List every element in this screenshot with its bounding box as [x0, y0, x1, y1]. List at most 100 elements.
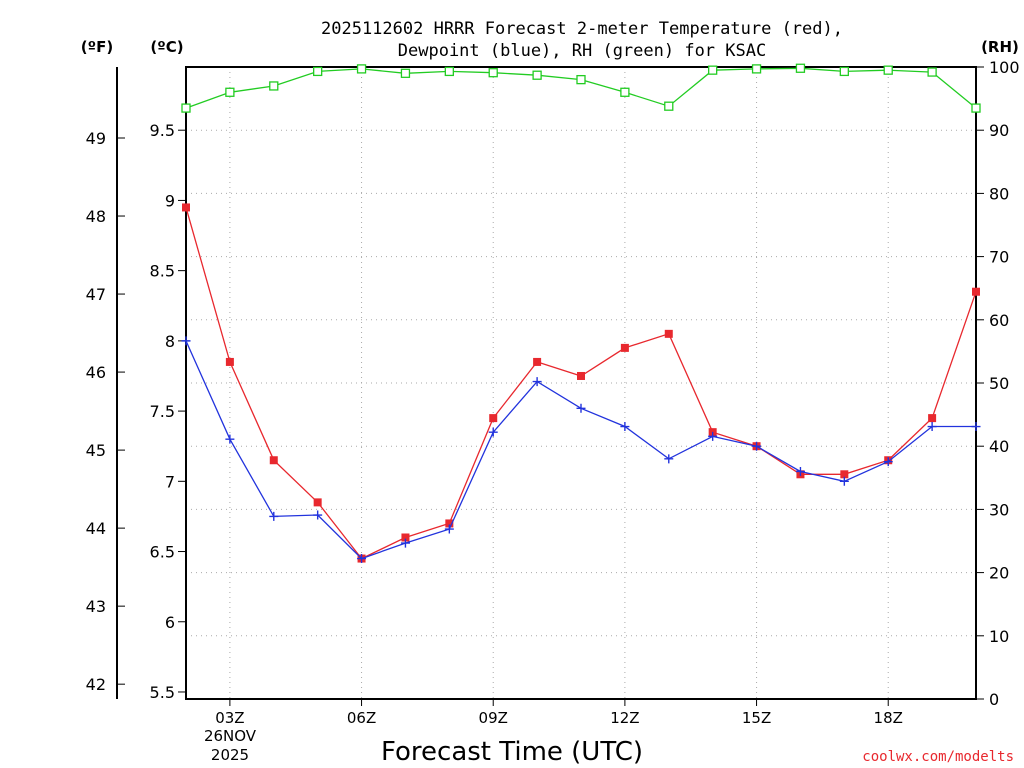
rh-tick-label: 40 [989, 437, 1009, 456]
celsius-tick-label: 8 [165, 332, 175, 351]
x-tick-label: 18Z [874, 709, 903, 727]
fahrenheit-tick-label: 46 [86, 363, 106, 382]
dewpoint-point [883, 457, 893, 467]
celsius-tick-label: 7 [165, 472, 175, 491]
rh-point [225, 87, 235, 97]
date-label-day: 26NOV [204, 727, 257, 745]
rh-point [927, 67, 937, 77]
rh-tick-label: 0 [989, 690, 999, 709]
rh-point [532, 70, 542, 80]
x-tick-label: 12Z [610, 709, 639, 727]
fahrenheit-tick-label: 42 [86, 675, 106, 694]
rh-point [839, 66, 849, 77]
dewpoint-point [532, 377, 542, 387]
rh-point [883, 65, 893, 75]
dewpoint-point [971, 422, 981, 432]
rh-tick-label: 50 [989, 374, 1009, 393]
rh-tick-label: 90 [989, 121, 1009, 140]
temperature-point [182, 203, 190, 212]
grid-lines [186, 67, 976, 699]
rh-point [751, 64, 762, 74]
dewpoint-point [620, 422, 630, 432]
rh-point [576, 74, 586, 85]
temperature-point [840, 470, 849, 479]
date-label-year: 2025 [211, 746, 249, 764]
fahrenheit-tick-label: 43 [86, 597, 106, 616]
rh-point [664, 101, 674, 111]
celsius-tick-label: 6.5 [150, 543, 175, 562]
chart-title-line1: 2025112602 HRRR Forecast 2-meter Tempera… [321, 19, 843, 39]
temperature-point [269, 456, 278, 465]
dewpoint-point [400, 538, 410, 548]
temperature-point [489, 414, 498, 423]
celsius-tick-label: 9.5 [150, 121, 175, 140]
data-series [181, 63, 981, 564]
rh-point [181, 103, 191, 113]
rh-tick-label: 60 [989, 311, 1009, 330]
dewpoint-point [752, 441, 762, 451]
rh-tick-label: 10 [989, 627, 1009, 646]
x-tick-label: 15Z [742, 709, 771, 727]
x-axis-label: Forecast Time (UTC) [381, 737, 643, 767]
x-tick-label: 09Z [479, 709, 508, 727]
dewpoint-point [927, 422, 937, 432]
credit-label: coolwx.com/modelts [862, 749, 1014, 765]
celsius-tick-label: 5.5 [150, 683, 175, 702]
fahrenheit-tick-label: 47 [86, 285, 106, 304]
dewpoint-point [181, 336, 191, 346]
rh-point [620, 87, 630, 97]
dewpoint-point [839, 476, 849, 486]
celsius-axis-unit: (ºC) [150, 38, 183, 56]
dewpoint-point [225, 434, 235, 444]
rh-tick-label: 70 [989, 248, 1009, 267]
axis-ticks: 5.5 6 6.5 7 7.5 8 8.5 9 9.5 42 43 44 45 46 47 48 49 0 10 20… [86, 58, 1020, 727]
x-tick-label: 03Z [215, 709, 244, 727]
chart-title-line2: Dewpoint (blue), RH (green) for KSAC [398, 41, 766, 61]
temperature-point [445, 519, 454, 528]
dewpoint-point [488, 427, 498, 437]
dewpoint-point [357, 554, 367, 564]
dewpoint-point [708, 431, 718, 441]
rh-tick-label: 30 [989, 500, 1009, 519]
dewpoint-point [664, 454, 674, 464]
rh-point [356, 64, 367, 74]
celsius-tick-label: 7.5 [150, 402, 175, 421]
dewpoint-point [795, 466, 805, 476]
rh-tick-label: 20 [989, 564, 1009, 583]
fahrenheit-tick-label: 45 [86, 441, 106, 460]
rh-point [795, 63, 806, 73]
rh-tick-label: 80 [989, 184, 1009, 203]
temperature-point [972, 287, 980, 296]
celsius-tick-label: 6 [165, 613, 175, 632]
temperature-point [313, 498, 322, 507]
rh-point [971, 103, 981, 113]
rh-point [269, 81, 279, 91]
rh-point [444, 66, 454, 77]
dewpoint-point [444, 524, 454, 534]
temperature-point [533, 357, 542, 366]
celsius-tick-label: 8.5 [150, 262, 175, 281]
fahrenheit-tick-label: 44 [86, 519, 106, 538]
dewpoint-point [313, 510, 323, 520]
rh-point [400, 68, 411, 78]
rh-axis-unit: (RH) [981, 38, 1019, 56]
celsius-tick-label: 9 [165, 191, 175, 210]
rh-point [313, 66, 323, 77]
rh-tick-label: 100 [989, 58, 1020, 77]
dewpoint-point [269, 511, 279, 521]
x-tick-label: 06Z [347, 709, 376, 727]
temperature-point [620, 343, 629, 352]
temperature-point [577, 371, 585, 380]
temperature-point [225, 357, 234, 366]
temperature-point [664, 329, 673, 338]
fahrenheit-axis-unit: (ºF) [81, 38, 113, 56]
rh-point [708, 65, 718, 75]
temperature-point [928, 414, 937, 423]
temperature-point [401, 533, 410, 542]
rh-point [488, 68, 498, 78]
fahrenheit-tick-label: 49 [86, 129, 106, 148]
fahrenheit-tick-label: 48 [86, 207, 106, 226]
dewpoint-point [576, 403, 586, 413]
